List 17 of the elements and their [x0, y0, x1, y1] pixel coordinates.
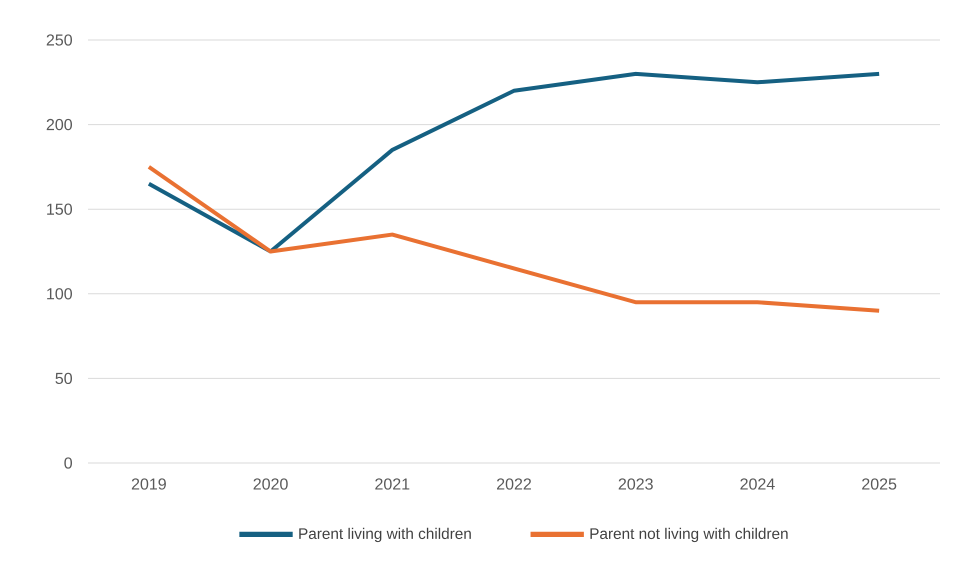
- y-tick-label: 150: [47, 204, 72, 215]
- x-tick-label: 2024: [740, 478, 775, 490]
- y-tick-label: 50: [55, 372, 72, 384]
- x-tick-label: 2025: [862, 478, 896, 490]
- x-tick-label: 2021: [375, 478, 410, 490]
- x-tick-label: 2019: [132, 478, 166, 490]
- y-tick-label: 250: [46, 34, 72, 46]
- y-tick-label: 0: [64, 457, 72, 469]
- y-tick-label: 100: [47, 288, 72, 300]
- x-tick-label: 2020: [254, 478, 288, 490]
- legend-label: Parent not living with children: [590, 528, 788, 542]
- x-tick-label: 2022: [497, 478, 531, 490]
- line-series: [146, 164, 882, 313]
- legend-label: Parent living with children: [299, 528, 471, 542]
- y-tick-label: 200: [46, 118, 72, 130]
- x-tick-label: 2023: [618, 478, 653, 490]
- line-series: [146, 72, 882, 254]
